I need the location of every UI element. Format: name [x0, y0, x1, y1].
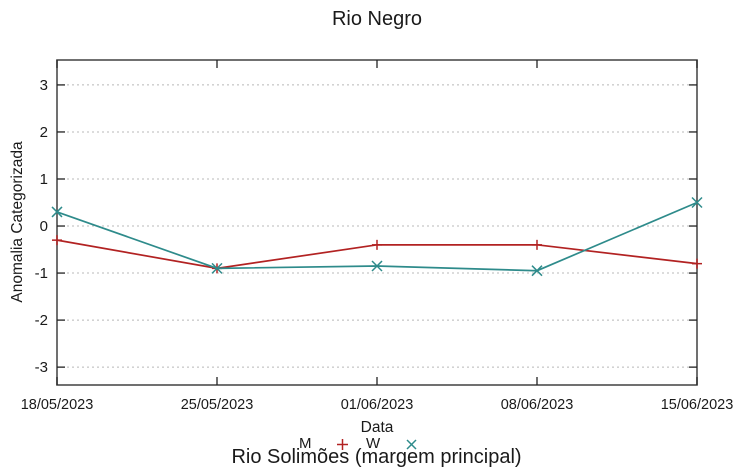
svg-text:-1: -1 — [35, 265, 48, 282]
svg-text:2: 2 — [40, 124, 48, 141]
plot-frame — [56, 59, 698, 386]
x-axis-label: Data — [360, 419, 394, 436]
gridlines — [57, 84, 697, 368]
svg-text:08/06/2023: 08/06/2023 — [501, 397, 574, 413]
x-tick-labels: 18/05/2023 25/05/2023 01/06/2023 08/06/2023… — [21, 397, 734, 413]
svg-text:15/06/2023: 15/06/2023 — [661, 397, 734, 413]
legend-label-series-w: W — [366, 435, 381, 452]
svg-text:0: 0 — [40, 218, 48, 235]
svg-text:25/05/2023: 25/05/2023 — [181, 397, 254, 413]
cross-marker-icon — [406, 439, 417, 450]
chart-title: Rio Negro — [331, 8, 423, 30]
svg-text:1: 1 — [40, 171, 48, 188]
series-m — [52, 235, 702, 274]
y-tick-labels: -3 -2 -1 0 1 2 3 — [35, 77, 48, 376]
plus-marker-icon — [337, 439, 348, 450]
svg-text:3: 3 — [40, 77, 48, 94]
legend-label-series-m: M — [299, 435, 312, 452]
svg-text:18/05/2023: 18/05/2023 — [21, 397, 94, 413]
svg-text:-3: -3 — [35, 359, 48, 376]
legend: M W — [0, 435, 753, 459]
next-chart-partial-title: Rio Solimões (margem principal) — [231, 446, 522, 468]
tick-marks — [56, 60, 698, 385]
plot-area: -3 -2 -1 0 1 2 3 18/05/2023 25/05/2023 01/06/2023… — [21, 59, 734, 413]
svg-text:01/06/2023: 01/06/2023 — [341, 397, 414, 413]
svg-text:-2: -2 — [35, 312, 48, 329]
series-w — [51, 196, 703, 277]
